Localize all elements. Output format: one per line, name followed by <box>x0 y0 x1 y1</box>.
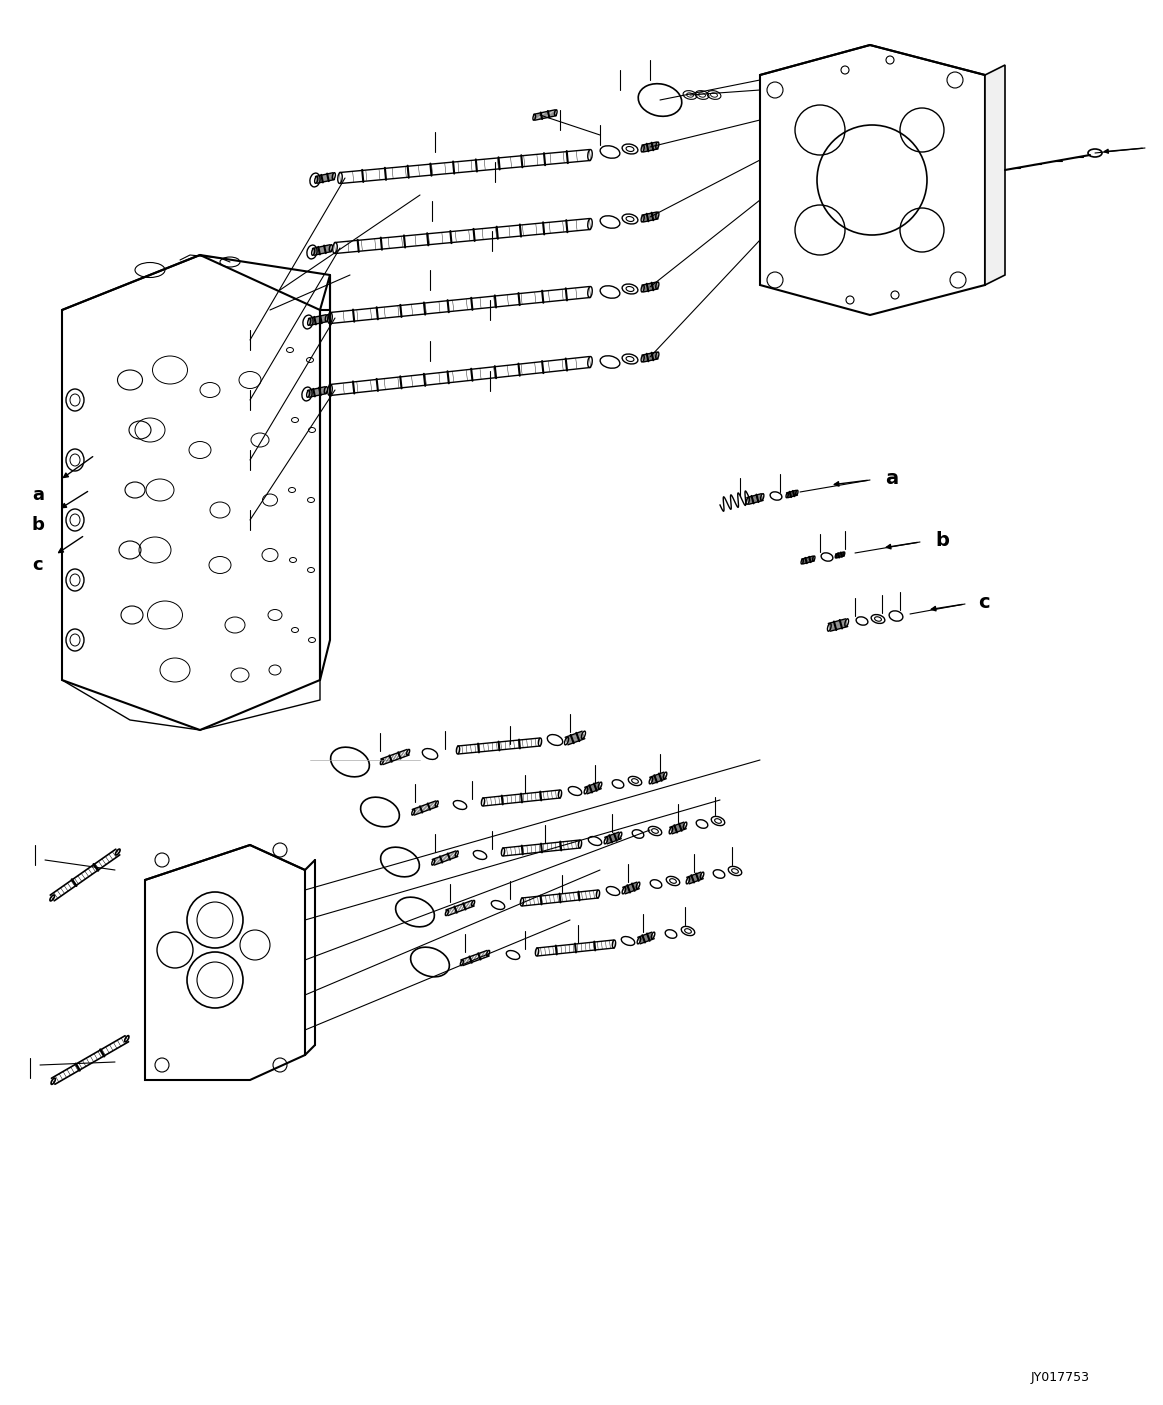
Text: JY017753: JY017753 <box>1030 1371 1090 1384</box>
Text: b: b <box>935 531 949 549</box>
Text: c: c <box>978 593 990 611</box>
Text: b: b <box>31 516 44 534</box>
Polygon shape <box>985 65 1005 285</box>
Text: a: a <box>885 468 898 488</box>
Text: a: a <box>33 486 44 504</box>
Text: c: c <box>33 556 43 575</box>
